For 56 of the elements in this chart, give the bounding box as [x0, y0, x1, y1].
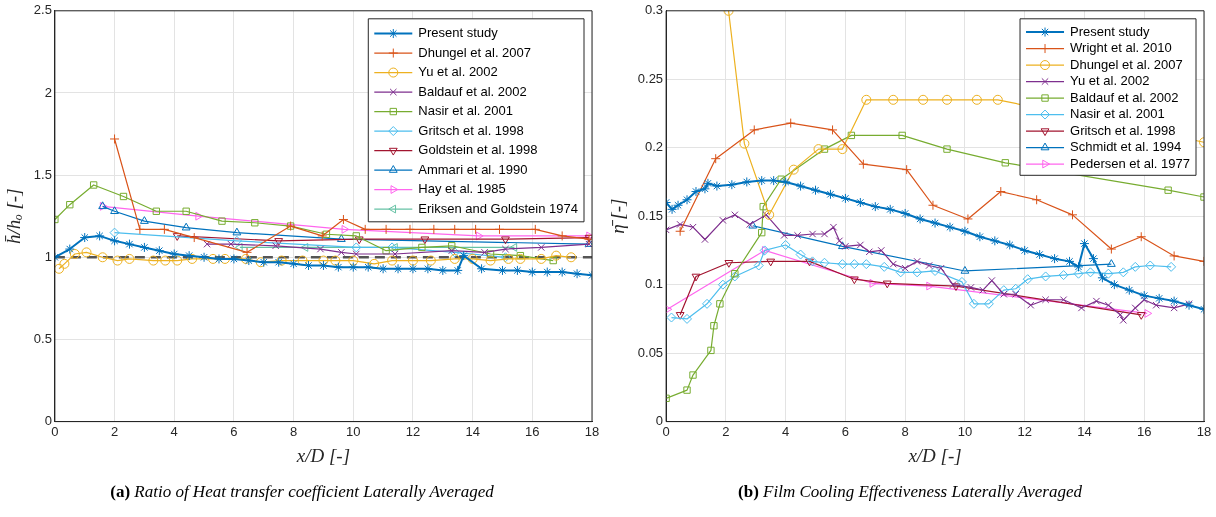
- legend-label: Dhungel et al. 2007: [418, 44, 532, 60]
- y-tick-label: 0: [655, 413, 664, 429]
- x-tick-label: 4: [782, 423, 790, 439]
- x-tick-label: 16: [1137, 423, 1152, 439]
- x-tick-label: 2: [722, 423, 730, 439]
- x-axis-title: x/D [-]: [907, 444, 962, 466]
- y-tick-label: 0.5: [33, 331, 52, 347]
- legend-label: Eriksen and Goldstein 1974: [418, 200, 579, 216]
- x-tick-label: 18: [1196, 423, 1212, 439]
- legend-label: Ammari et al. 1990: [418, 161, 528, 177]
- legend-label: Pedersen et al. 1977: [1070, 155, 1191, 171]
- x-tick-label: 12: [1017, 423, 1032, 439]
- x-tick-label: 10: [346, 423, 361, 439]
- legend-label: Nasir et al. 2001: [1070, 106, 1165, 122]
- legend-label: Baldauf et al. 2002: [1070, 89, 1179, 105]
- x-tick-label: 12: [405, 423, 421, 439]
- x-tick-label: 8: [901, 423, 909, 439]
- legend-label: Baldauf et al. 2002: [418, 83, 527, 99]
- legend-label: Gritsch et al. 1998: [418, 122, 524, 138]
- text: (b) Film Cooling Effectiveness Laterally Averaged: [738, 482, 1082, 501]
- y-tick-label: 0.1: [645, 276, 664, 292]
- legend-label: Hay et al. 1985: [418, 181, 506, 197]
- y-tick-label: 0.25: [637, 70, 664, 86]
- y-tick-label: 2: [44, 84, 52, 100]
- y-tick-label: 0.2: [645, 139, 664, 155]
- x-axis-title: x/D [-]: [295, 444, 351, 466]
- x-tick-label: 14: [465, 423, 480, 439]
- y-tick-label: 0.15: [637, 207, 664, 223]
- y-tick-label: 0: [44, 413, 52, 429]
- y-tick-label: 0.05: [637, 344, 664, 360]
- y-tick-label: 1: [44, 248, 52, 264]
- legend-label: Schmidt et al. 1994: [1070, 139, 1182, 155]
- legend-label: Present study: [418, 25, 499, 41]
- x-tick-label: 8: [289, 423, 298, 439]
- legend-label: Goldstein et al. 1998: [418, 142, 538, 158]
- y-tick-label: 0.3: [645, 2, 664, 18]
- x-tick-label: 6: [230, 423, 238, 439]
- x-tick-label: 16: [525, 423, 540, 439]
- legend-label: Wright et al. 2010: [1070, 40, 1172, 56]
- legend-label: Nasir et al. 2001: [418, 103, 513, 119]
- y-tick-label: 2.5: [33, 2, 52, 18]
- x-tick-label: 6: [841, 423, 850, 439]
- legend-label: Yu et al. 2002: [1070, 73, 1150, 89]
- x-tick-label: 10: [957, 423, 973, 439]
- x-tick-label: 18: [584, 423, 600, 439]
- x-tick-label: 4: [170, 423, 178, 439]
- y-axis-title: η̄ [-]: [607, 198, 629, 234]
- legend-label: Dhungel et al. 2007: [1070, 56, 1183, 72]
- legend-label: Present study: [1070, 23, 1151, 39]
- x-tick-label: 2: [110, 423, 119, 439]
- y-tick-label: 1.5: [33, 166, 52, 182]
- legend-label: Yu et al. 2002: [418, 64, 498, 80]
- x-tick-label: 14: [1077, 423, 1092, 439]
- legend-label: Gritsch et al. 1998: [1070, 122, 1176, 138]
- y-axis-title: h̄/hₒ [-]: [3, 188, 25, 244]
- text: (a) Ratio of Heat transfer coefficient Laterally Averaged: [110, 482, 494, 501]
